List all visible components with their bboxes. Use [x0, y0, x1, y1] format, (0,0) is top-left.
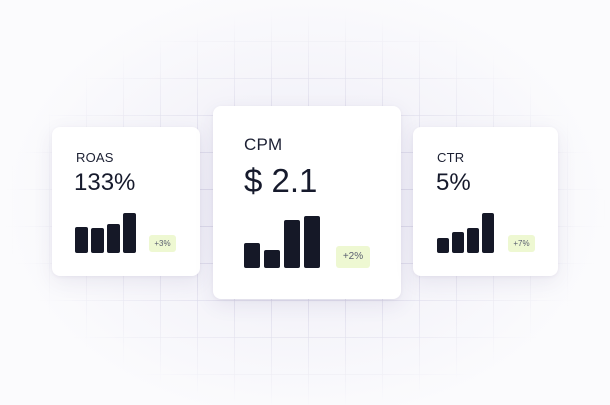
bar-3 [467, 228, 479, 253]
change-badge: +2% [336, 246, 370, 268]
mini-bar-chart [75, 211, 136, 253]
bar-3 [284, 220, 300, 268]
metric-value: 133% [74, 169, 136, 196]
bar-2 [91, 228, 104, 253]
change-badge: +3% [149, 235, 176, 252]
change-badge: +7% [508, 235, 535, 252]
bar-1 [75, 227, 88, 253]
bar-1 [437, 238, 449, 253]
metric-card-cpm: CPM $ 2.1 +2% [213, 106, 401, 299]
bar-2 [264, 250, 280, 268]
metric-label: CTR [437, 150, 465, 165]
bar-3 [107, 224, 120, 253]
metric-card-ctr: CTR 5% +7% [413, 127, 558, 276]
bar-4 [123, 213, 136, 253]
bar-4 [304, 216, 320, 268]
metric-card-roas: ROAS 133% +3% [52, 127, 200, 276]
metric-label: CPM [244, 135, 283, 154]
metric-value: $ 2.1 [244, 162, 318, 199]
bar-2 [452, 232, 464, 253]
mini-bar-chart [244, 214, 320, 268]
bar-1 [244, 243, 260, 268]
mini-bar-chart [437, 212, 494, 253]
metric-label: ROAS [76, 150, 114, 165]
bar-4 [482, 213, 494, 253]
metric-value: 5% [436, 169, 471, 196]
